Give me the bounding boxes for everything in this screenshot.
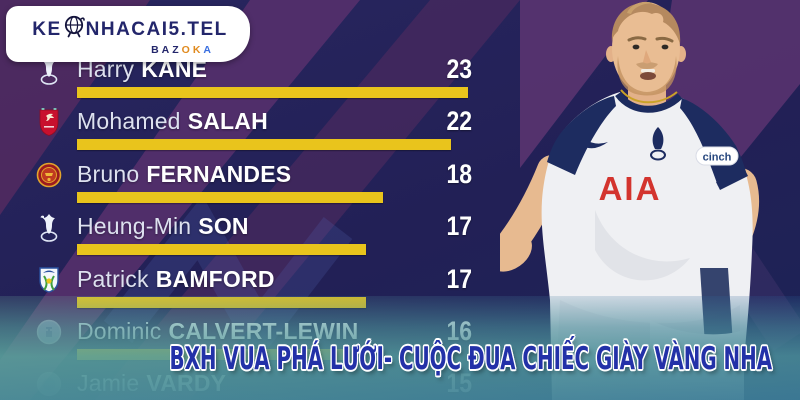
tottenham-crest-icon [650,127,666,161]
club-crest-leeds-united-icon [35,265,63,295]
nike-swoosh-icon [583,140,608,149]
chest-sponsor-text: AIA [599,170,662,207]
v-collar [615,91,683,113]
brand-text-right: NHACAI5.TEL [85,18,228,40]
goal-count: 17 [446,211,472,241]
banner-headline: BXH VUA PHÁ LƯỚI- CUỘC ĐUA CHIẾC GIÀY VÀ… [169,341,773,377]
teal-overlay-band [0,296,800,400]
player-name: Mohamed SALAH [77,108,268,134]
goal-count: 18 [446,159,472,189]
goal-count: 17 [446,264,472,294]
player-head [606,1,686,96]
open-hand [500,232,532,272]
sleeve-sponsor-patch: cinch [695,146,739,166]
sleeve-sponsor-text: cinch [703,152,732,164]
gold-collar-piping [620,89,678,104]
globe-mascot-icon [63,15,85,45]
goal-bar [77,87,468,98]
player-name: Patrick BAMFORD [77,266,275,292]
club-crest-tottenham-icon [35,212,63,242]
brand-name: KE NHACAI5.TEL [20,15,240,45]
brand-subtitle: BAZOKA [151,43,214,56]
brand-text-left: KE [32,18,62,40]
goal-count: 22 [446,106,472,136]
goal-bar [77,192,383,203]
player-name: Bruno FERNANDES [77,161,292,187]
player-row: Mohamed SALAH 22 [35,106,472,153]
club-crest-liverpool-icon [35,107,63,137]
player-row: Bruno FERNANDES 18 [35,159,472,206]
goal-bar [77,244,366,255]
club-crest-manchester-united-icon [35,160,63,190]
goal-bar [77,139,451,150]
player-name: Heung-Min SON [77,213,249,239]
banner: BXH VUA PHÁ LƯỚI- CUỘC ĐUA CHIẾC GIÀY VÀ… [0,341,800,377]
brand-logo-card: KE NHACAI5.TEL BAZOKA [6,6,250,62]
goal-count: 23 [446,54,472,84]
player-row: Heung-Min SON 17 [35,211,472,258]
